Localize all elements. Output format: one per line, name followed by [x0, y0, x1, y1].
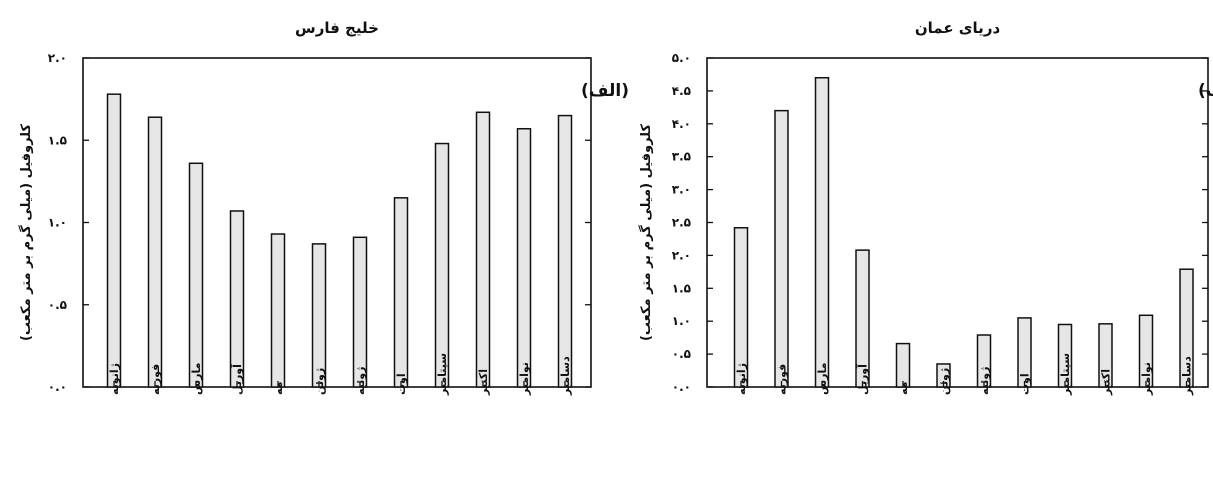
x-tick-label: مارس — [816, 363, 829, 395]
x-tick-label: فوریه — [149, 364, 162, 395]
x-tick-label: اوت — [1019, 373, 1032, 395]
y-tick-label: ۳.۵ — [672, 150, 691, 164]
bar — [106, 93, 122, 388]
y-tick-label: ۰.۵ — [48, 298, 67, 312]
x-tick-label: نوامبر — [1140, 362, 1153, 396]
chart-title: دریای عمان — [915, 19, 1001, 37]
bar — [188, 162, 204, 388]
y-axis-label: کلروفیل (میلی گرم بر متر مکعب) — [638, 124, 654, 342]
x-tick-label: ژوئیه — [978, 367, 991, 395]
x-tick-label: ژوئیه — [354, 367, 367, 395]
bar — [147, 116, 163, 388]
y-tick-label: ۰.۰ — [48, 380, 67, 394]
chart-panel-1: خلیج فارس (الف) ۰.۰ ۰.۵ ۱.۰ ۱.۵ ۲.۰ کلروفیل (می… — [18, 19, 629, 396]
bar — [393, 197, 409, 388]
x-tick-label: ژانویه — [108, 363, 121, 395]
y-tick-label: ۱.۰ — [48, 216, 67, 230]
y-tick-label: ۲.۵ — [672, 216, 691, 230]
bar — [475, 111, 491, 388]
x-tick-label: دسامبر — [559, 356, 572, 396]
y-tick-label: ۱.۵ — [672, 281, 691, 295]
x-tick-label: سپتامبر — [1059, 353, 1072, 396]
bar — [557, 114, 573, 388]
y-tick-label: ۴.۵ — [672, 84, 691, 98]
bar — [895, 342, 911, 388]
bar — [434, 142, 450, 388]
x-tick-label: نوامبر — [518, 362, 531, 396]
x-tick-label: سپتامبر — [436, 353, 449, 396]
x-tick-label: فوریه — [776, 364, 789, 395]
y-tick-label: ۳.۰ — [672, 183, 691, 197]
y-tick-label: ۲.۰ — [48, 51, 67, 65]
y-tick-label: ۴.۰ — [672, 117, 691, 131]
x-tick-label: ژانویه — [735, 363, 748, 395]
y-axis-label: کلروفیل (میلی گرم بر متر مکعب) — [18, 124, 34, 342]
y-tick-label: ۰.۵ — [672, 347, 691, 361]
x-tick-label: اکتبر — [477, 369, 490, 396]
chart-panel-2: دریای عمان(ب)۰.۰۰.۵۱.۰۱.۵۲.۰۲.۵۳.۰۳.۵۴.۰… — [638, 19, 1213, 396]
x-tick-label: اوت — [395, 373, 408, 395]
x-tick-label: آوریل — [856, 364, 870, 395]
y-tick-label: ۱.۵ — [48, 133, 67, 147]
x-tick-label: آوریل — [230, 364, 244, 395]
bar — [311, 243, 327, 388]
x-tick-label: مارس — [190, 363, 203, 395]
x-tick-label: ژوئن — [938, 368, 951, 395]
x-tick-label: دسامبر — [1181, 356, 1194, 396]
y-tick-label: ۵.۰ — [672, 51, 691, 65]
y-tick-label: ۲.۰ — [672, 248, 691, 262]
bar — [352, 236, 368, 388]
chart-title: خلیج فارس — [295, 19, 379, 37]
x-tick-label: اکتبر — [1100, 369, 1113, 396]
x-tick-label: مه — [897, 382, 910, 395]
y-tick-label: ۰.۰ — [672, 380, 691, 394]
panel-label: (الف) — [581, 81, 629, 101]
bar — [814, 76, 830, 388]
bar — [516, 127, 532, 388]
bar — [774, 109, 789, 388]
bar — [270, 233, 286, 388]
y-tick-label: ۱.۰ — [672, 314, 691, 328]
x-tick-label: مه — [272, 382, 285, 395]
x-tick-label: ژوئن — [313, 368, 326, 395]
bar — [229, 210, 245, 388]
